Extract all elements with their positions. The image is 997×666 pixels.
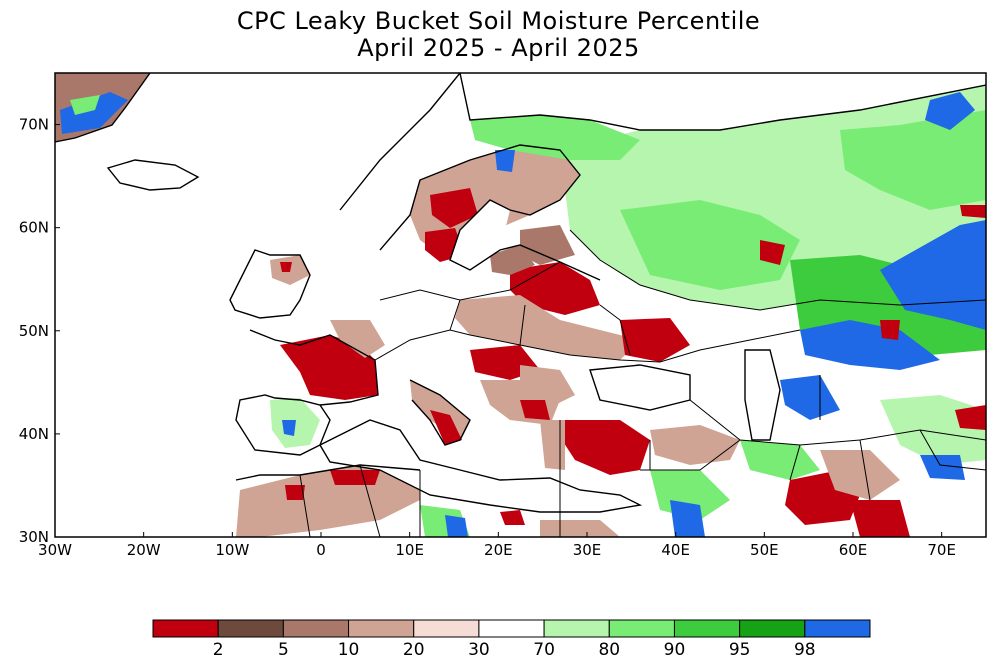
- map-subtitle: April 2025 - April 2025: [357, 34, 640, 62]
- legend-swatch: [217, 619, 284, 638]
- map-body: [55, 73, 986, 537]
- legend-label: 20: [403, 640, 425, 660]
- legend-swatch: [739, 619, 806, 638]
- france-red: [280, 335, 378, 400]
- legend-label: 70: [533, 640, 555, 660]
- x-tick-label: 10W: [215, 541, 249, 559]
- coastlines: [55, 73, 986, 513]
- ukraine-red: [620, 318, 690, 362]
- x-tick-label: 50E: [750, 541, 779, 559]
- map-frame: [54, 72, 987, 538]
- legend-label: 95: [729, 640, 751, 660]
- legend-swatch: [478, 619, 545, 638]
- x-tick-label: 70E: [927, 541, 956, 559]
- legend-swatch: [673, 619, 741, 638]
- legend-swatch: [348, 619, 415, 638]
- x-tick-label: 60E: [839, 541, 868, 559]
- legend-label: 90: [664, 640, 686, 660]
- legend-swatch: [152, 619, 219, 638]
- x-tick-label: 30W: [38, 541, 72, 559]
- kazakh-blue: [880, 220, 986, 330]
- x-tick-label: 40E: [661, 541, 690, 559]
- x-tick-label: 30E: [573, 541, 602, 559]
- legend-label: 5: [278, 640, 289, 660]
- y-tick-label: 30N: [19, 528, 49, 546]
- legend-label: 30: [468, 640, 490, 660]
- legend-swatch: [543, 619, 610, 638]
- x-tick-label: 20W: [127, 541, 161, 559]
- borders: [299, 229, 986, 537]
- y-tick-label: 50N: [19, 322, 49, 340]
- y-tick-label: 70N: [19, 116, 49, 134]
- legend-label: 80: [598, 640, 620, 660]
- turkey-red: [560, 420, 650, 475]
- map-title: CPC Leaky Bucket Soil Moisture Percentil…: [236, 7, 761, 35]
- scandinavia-shading: [410, 145, 580, 255]
- legend-label: 2: [213, 640, 224, 660]
- y-axis: 30N 40N 50N 60N 70N: [19, 116, 60, 546]
- legend-swatch: [413, 619, 480, 638]
- x-axis: 30W 20W 10W 0 10E 20E 30E 40E 50E 60E 70E: [38, 532, 956, 559]
- legend-label: 98: [794, 640, 816, 660]
- legend-label: 10: [338, 640, 360, 660]
- legend: 2 5 10 20 30 70 80 90 95 98: [152, 619, 871, 660]
- y-tick-label: 40N: [19, 425, 49, 443]
- legend-swatch: [608, 619, 675, 638]
- x-tick-label: 20E: [484, 541, 513, 559]
- x-tick-label: 0: [316, 541, 326, 559]
- legend-swatch: [282, 619, 350, 638]
- x-tick-label: 10E: [395, 541, 424, 559]
- legend-swatch: [804, 619, 871, 638]
- poland-red: [510, 262, 600, 315]
- moisture-shading: [55, 73, 986, 537]
- y-tick-label: 60N: [19, 219, 49, 237]
